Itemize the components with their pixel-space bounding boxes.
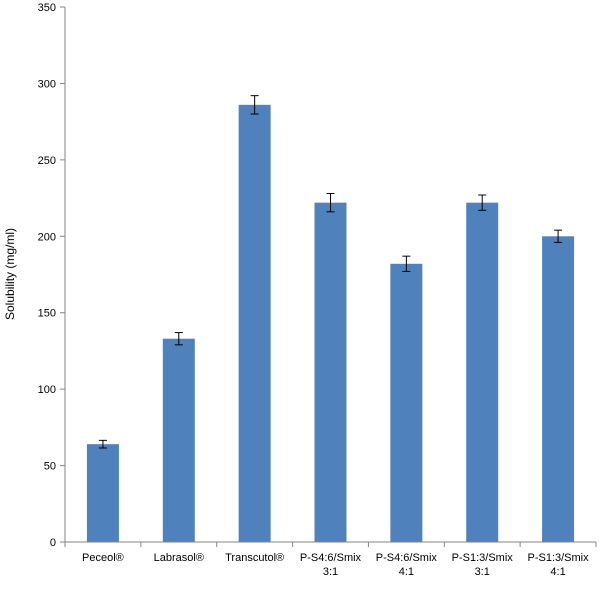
x-category-label: P-S1:3/Smix 3:1 (452, 552, 514, 578)
y-axis-title: Solubility (mg/ml) (3, 228, 17, 320)
x-category-label-line: 3:1 (323, 566, 338, 578)
y-tick-label: 100 (38, 384, 56, 396)
bar (466, 202, 499, 542)
bar (390, 263, 423, 542)
bar (162, 338, 195, 542)
bar (238, 104, 271, 542)
y-tick-label: 300 (38, 78, 56, 90)
axes (64, 7, 596, 543)
bar (314, 202, 347, 542)
y-tick-label: 200 (38, 231, 56, 243)
x-category-label-line: Transcutol® (225, 552, 284, 564)
x-category-label-line: P-S1:3/Smix (452, 552, 514, 564)
x-category-label: P-S4:6/Smix 3:1 (300, 552, 362, 578)
x-category-label: P-S1:3/Smix 4:1 (528, 552, 590, 578)
x-category-label-line: P-S1:3/Smix (528, 552, 590, 564)
bar (86, 444, 119, 542)
x-category-label-line: Labrasol® (154, 552, 204, 564)
y-tick-label: 250 (38, 155, 56, 167)
x-category-label-line: Peceol® (82, 552, 124, 564)
error-bars-group (98, 95, 563, 449)
y-axis-ticks: 0 50 100 150 200 250 300 350 (38, 2, 65, 549)
y-tick-label: 150 (38, 308, 56, 320)
x-axis-labels: Peceol® Labrasol® Transcutol® P-S4:6/Smix 3:… (64, 542, 597, 578)
bars-group (86, 104, 575, 543)
x-category-label: Labrasol® (154, 552, 204, 564)
x-category-label-line: 4:1 (550, 566, 565, 578)
y-tick-label: 50 (44, 461, 56, 473)
bar (542, 236, 575, 543)
x-category-label: Peceol® (82, 552, 124, 564)
x-category-label-line: P-S4:6/Smix (300, 552, 362, 564)
y-tick-label: 350 (38, 2, 56, 14)
x-category-label-line: P-S4:6/Smix (376, 552, 438, 564)
x-category-label: Transcutol® (225, 552, 284, 564)
x-category-label: P-S4:6/Smix 4:1 (376, 552, 438, 578)
y-tick-label: 0 (50, 537, 56, 549)
x-category-label-line: 3:1 (475, 566, 490, 578)
x-category-label-line: 4:1 (399, 566, 414, 578)
